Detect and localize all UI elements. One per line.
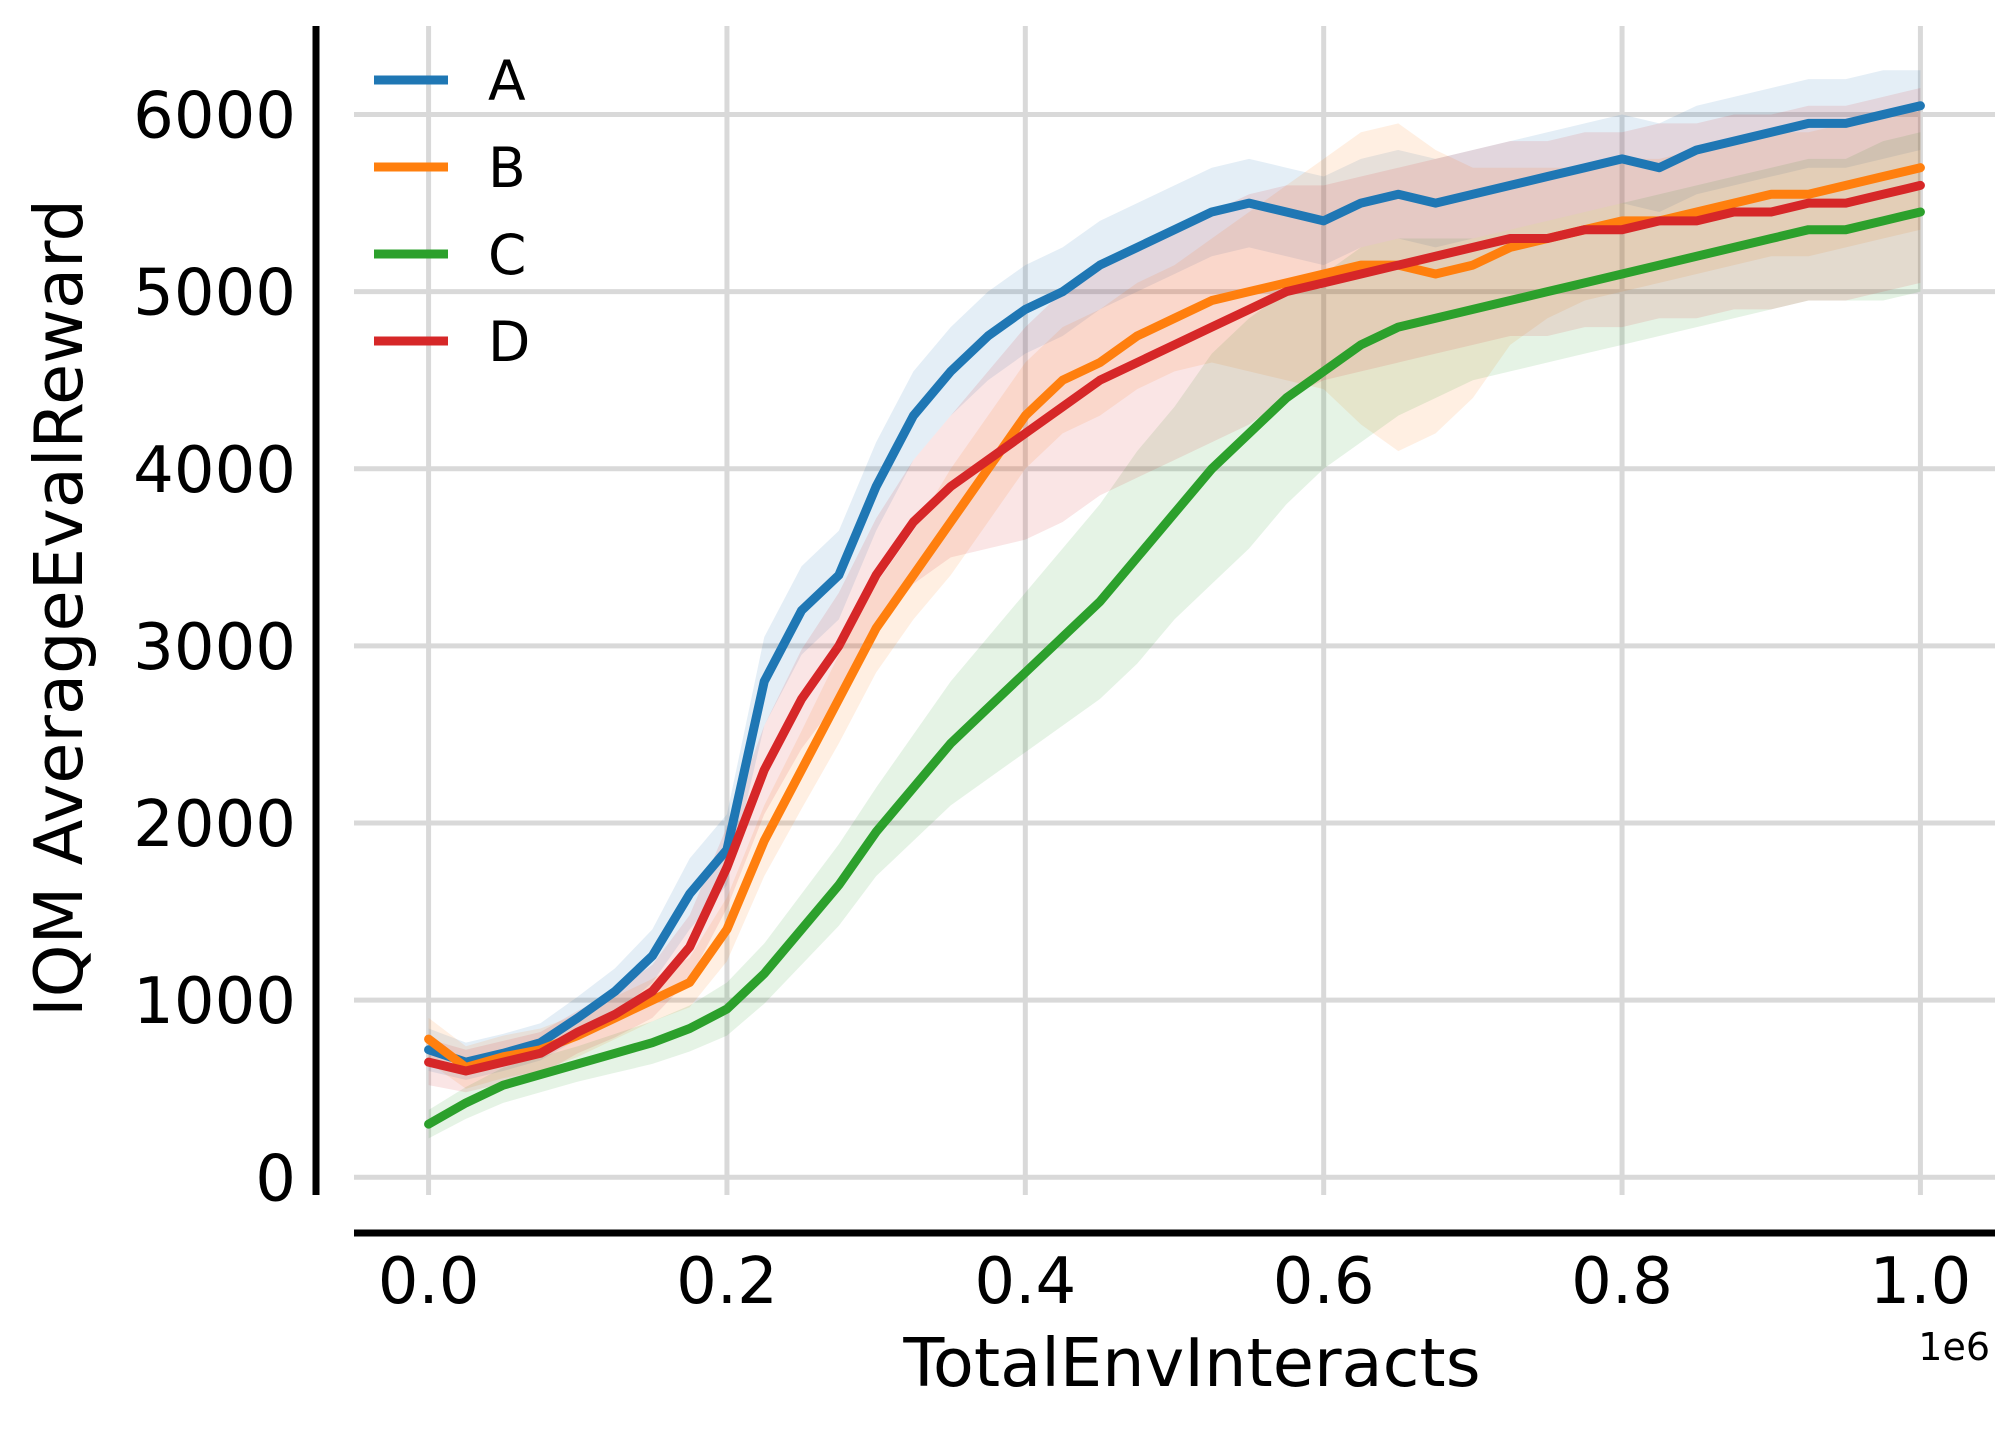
series-B-band [428,105,1921,1089]
x-axis-label: TotalEnvInteracts [902,1324,1480,1402]
series-lines [424,101,1925,1129]
x-tick-label: 0.0 [378,1245,480,1319]
x-tick-label: 0.8 [1571,1245,1673,1319]
x-tick-labels: 0.0 0.2 0.4 0.6 0.8 1.0 [378,1245,1972,1319]
y-tick-label: 0 [255,1142,296,1216]
series-D-band [428,87,1921,1093]
x-tick-label: 0.4 [974,1245,1076,1319]
legend-label-C: C [488,223,526,287]
x-tick-label: 0.6 [1273,1245,1375,1319]
x-tick-label: 0.2 [676,1245,778,1319]
y-tick-label: 1000 [133,965,296,1039]
series-D-line [424,180,1925,1076]
y-tick-label: 4000 [133,434,296,508]
y-tick-label: 3000 [133,611,296,685]
y-tick-label: 5000 [133,257,296,331]
grid [354,26,1995,1195]
y-tick-labels: 0 1000 2000 3000 4000 5000 6000 [133,80,296,1217]
legend-label-D: D [488,310,530,374]
y-tick-label: 2000 [133,788,296,862]
confidence-bands [428,70,1921,1139]
x-offset-label: 1e6 [1918,1325,1990,1369]
series-A-band [428,70,1921,1080]
x-tick-label: 1.0 [1870,1245,1972,1319]
series-C-line [424,207,1925,1129]
legend-label-A: A [488,49,526,113]
y-axis-label: IQM AverageEvalReward [20,199,98,1017]
series-A-line [424,101,1925,1067]
y-tick-label: 6000 [133,80,296,154]
series-C-band [428,132,1921,1139]
legend-label-B: B [488,136,526,200]
